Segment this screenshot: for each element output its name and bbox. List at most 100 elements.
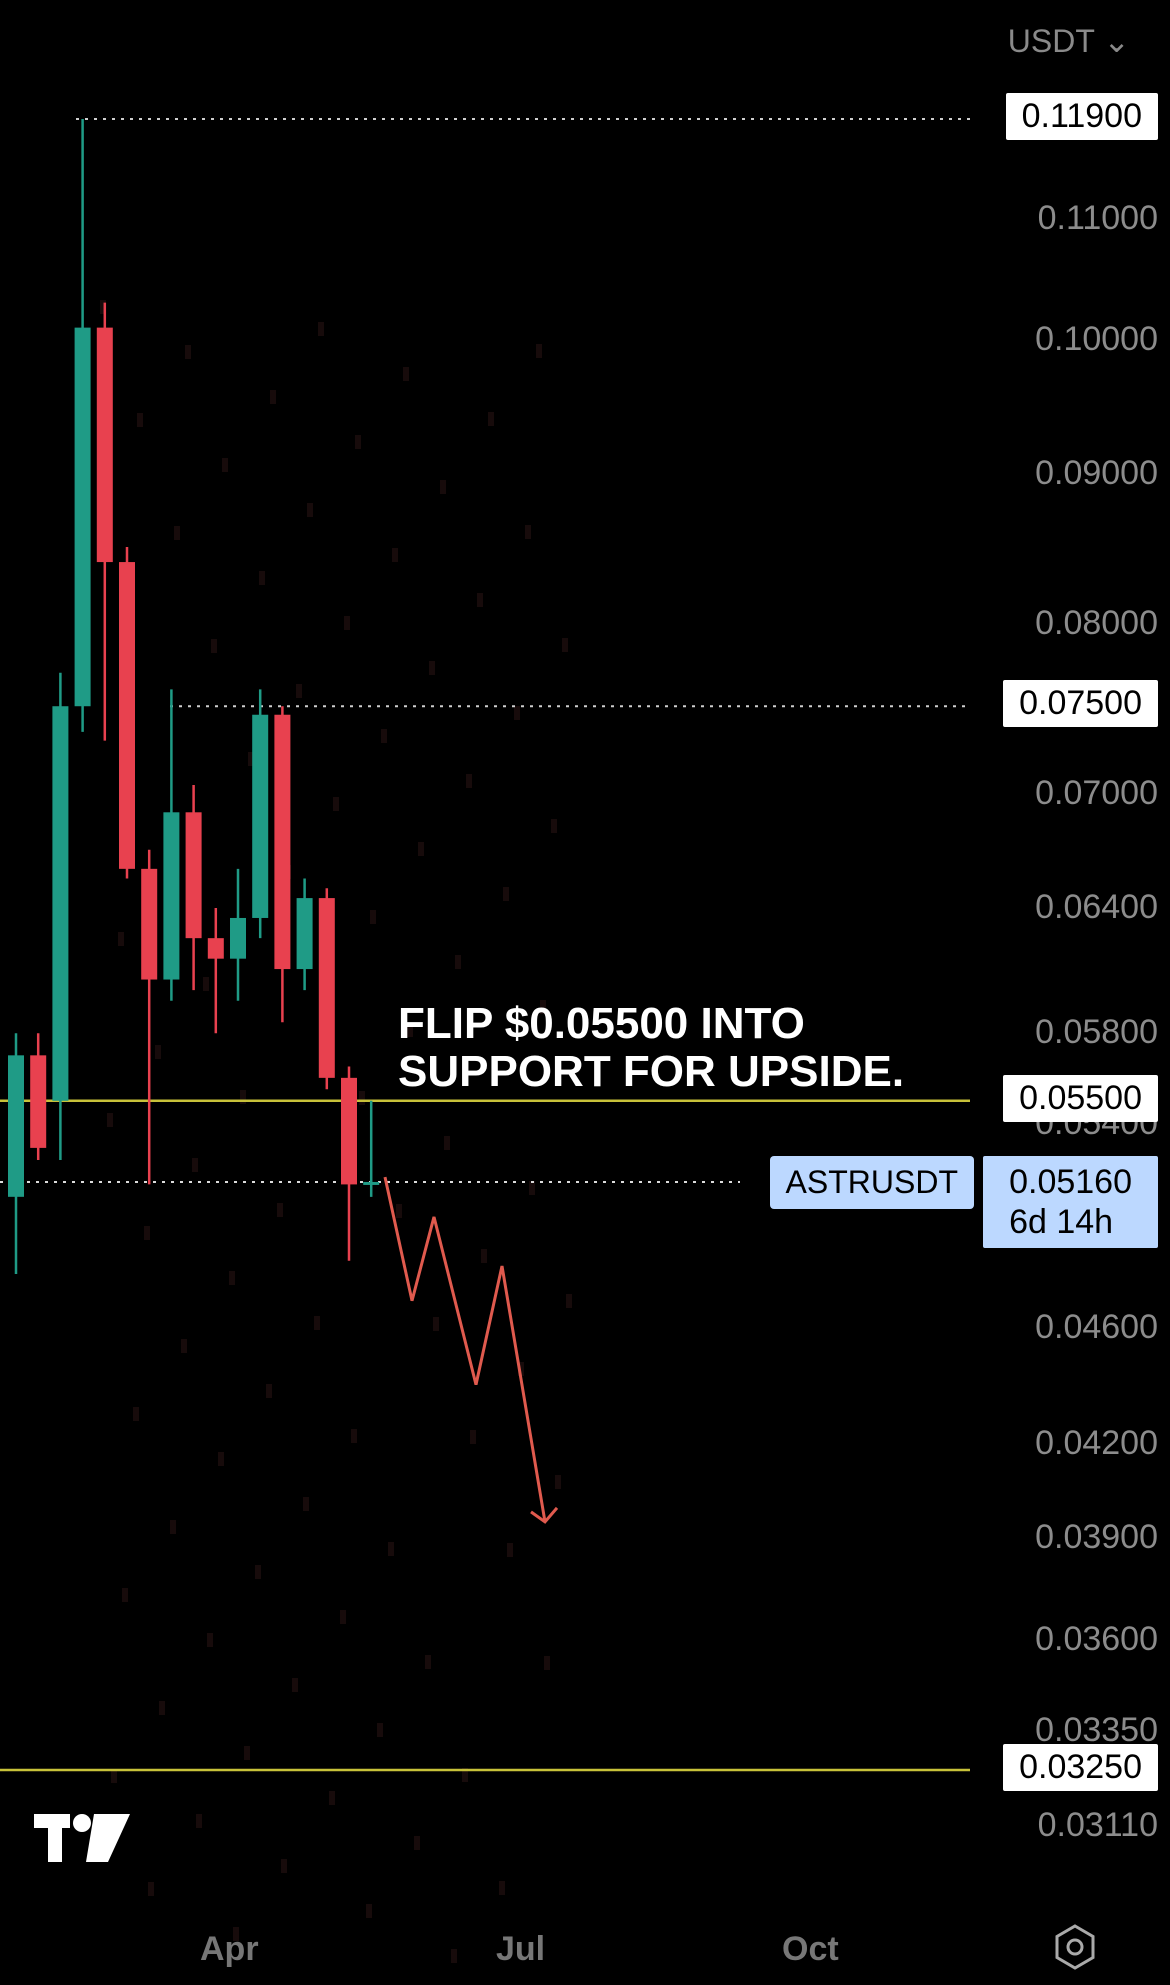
tradingview-logo (34, 1814, 130, 1862)
background-ghost-tick (470, 1430, 476, 1444)
level-tag-0.07500: 0.07500 (1003, 680, 1158, 728)
price-axis-label: 0.03350 (1035, 1711, 1158, 1750)
background-ghost-tick (462, 1768, 468, 1782)
background-ghost-tick (218, 1452, 224, 1466)
projection-path (383, 1176, 547, 1523)
background-ghost-tick (303, 1497, 309, 1511)
candle-body (163, 812, 180, 980)
background-ghost-tick (525, 525, 531, 539)
background-ghost-tick (155, 1045, 161, 1059)
background-ghost-tick (366, 1904, 372, 1918)
background-ghost-tick (429, 661, 435, 675)
background-ghost-tick (481, 1249, 487, 1263)
background-ghost-tick (551, 819, 557, 833)
price-axis-label: 0.03600 (1035, 1619, 1158, 1658)
price-axis-label: 0.10000 (1035, 320, 1158, 359)
background-ghost-tick (296, 684, 302, 698)
background-ghost-tick (451, 1949, 457, 1963)
price-axis-label: 0.07000 (1035, 773, 1158, 812)
candle-body (252, 714, 269, 918)
level-tag-0.03250: 0.03250 (1003, 1744, 1158, 1791)
background-ghost-tick (418, 842, 424, 856)
price-axis-label: 0.03900 (1035, 1518, 1158, 1557)
background-ghost-tick (292, 1678, 298, 1692)
currency-label: USDT (1007, 23, 1095, 59)
candle-body (185, 812, 202, 939)
background-ghost-tick (192, 1158, 198, 1172)
time-label-jul: Jul (496, 1930, 546, 1968)
candle-body (141, 868, 158, 980)
annotation-line-1: FLIP $0.05500 INTO (398, 999, 805, 1048)
background-ghost-tick (100, 300, 106, 314)
background-ghost-tick (440, 480, 446, 494)
background-ghost-tick (540, 1000, 546, 1014)
candle-body (318, 898, 335, 1078)
background-ghost-tick (170, 1520, 176, 1534)
background-ghost-tick (477, 593, 483, 607)
candle-body (207, 938, 224, 959)
background-ghost-tick (203, 977, 209, 991)
candle-body (296, 898, 313, 970)
price-axis-label: 0.08000 (1035, 604, 1158, 643)
background-ghost-tick (403, 367, 409, 381)
background-ghost-tick (392, 548, 398, 562)
current-price-tag: 0.05160 6d 14h (983, 1155, 1158, 1248)
background-ghost-tick (281, 1859, 287, 1873)
background-ghost-tick (381, 729, 387, 743)
background-ghost-tick (307, 503, 313, 517)
background-ghost-tick (566, 1294, 572, 1308)
background-ghost-tick (174, 526, 180, 540)
background-ghost-tick (144, 1226, 150, 1240)
background-ghost-tick (159, 1701, 165, 1715)
chevron-down-icon: ⌄ (1103, 23, 1130, 59)
candle-body (230, 917, 246, 959)
background-ghost-tick (351, 1429, 357, 1443)
background-ghost-tick (122, 1588, 128, 1602)
time-label-oct: Oct (782, 1930, 839, 1968)
background-ghost-tick (148, 1882, 154, 1896)
level-tag-0.05500: 0.05500 (1003, 1074, 1158, 1122)
background-ghost-tick (259, 571, 265, 585)
background-ghost-tick (455, 955, 461, 969)
settings-icon[interactable] (1052, 1924, 1098, 1970)
candle-body (74, 327, 91, 707)
background-ghost-tick (244, 1746, 250, 1760)
background-ghost-tick (118, 932, 124, 946)
current-price-value: 0.05160 (1009, 1162, 1132, 1201)
candle-body (30, 1055, 47, 1148)
candle-body (119, 562, 135, 869)
background-ghost-tick (240, 1090, 246, 1104)
background-ghost-tick (425, 1655, 431, 1669)
background-ghost-tick (133, 1407, 139, 1421)
symbol-tag: ASTRUSDT (769, 1155, 974, 1209)
background-ghost-tick (196, 1814, 202, 1828)
background-ghost-tick (407, 1023, 413, 1037)
background-ghost-tick (370, 910, 376, 924)
price-axis-label: 0.11000 (1037, 199, 1158, 238)
candle-body (52, 706, 69, 1101)
currency-selector[interactable]: USDT ⌄ (1008, 22, 1130, 60)
background-ghost-tick (222, 458, 228, 472)
background-ghost-tick (355, 435, 361, 449)
background-ghost-tick (318, 322, 324, 336)
time-label-apr: Apr (200, 1930, 259, 1968)
candle-body (8, 1055, 24, 1197)
background-ghost-tick (314, 1316, 320, 1330)
background-ghost-tick (492, 1068, 498, 1082)
background-ghost-tick (207, 1633, 213, 1647)
price-axis-label: 0.03110 (1037, 1806, 1158, 1844)
background-ghost-tick (255, 1565, 261, 1579)
background-ghost-tick (507, 1543, 513, 1557)
candle-body (363, 1181, 380, 1185)
background-ghost-tick (229, 1271, 235, 1285)
background-ghost-tick (333, 797, 339, 811)
background-ghost-tick (414, 1836, 420, 1850)
candle-body (341, 1077, 357, 1185)
background-ghost-tick (529, 1181, 535, 1195)
background-ghost-tick (377, 1723, 383, 1737)
background-ghost-tick (444, 1136, 450, 1150)
background-ghost-tick (344, 616, 350, 630)
price-axis-label: 0.04600 (1035, 1308, 1158, 1347)
chart-annotation: FLIP $0.05500 INTO SUPPORT FOR UPSIDE. (398, 1000, 904, 1096)
